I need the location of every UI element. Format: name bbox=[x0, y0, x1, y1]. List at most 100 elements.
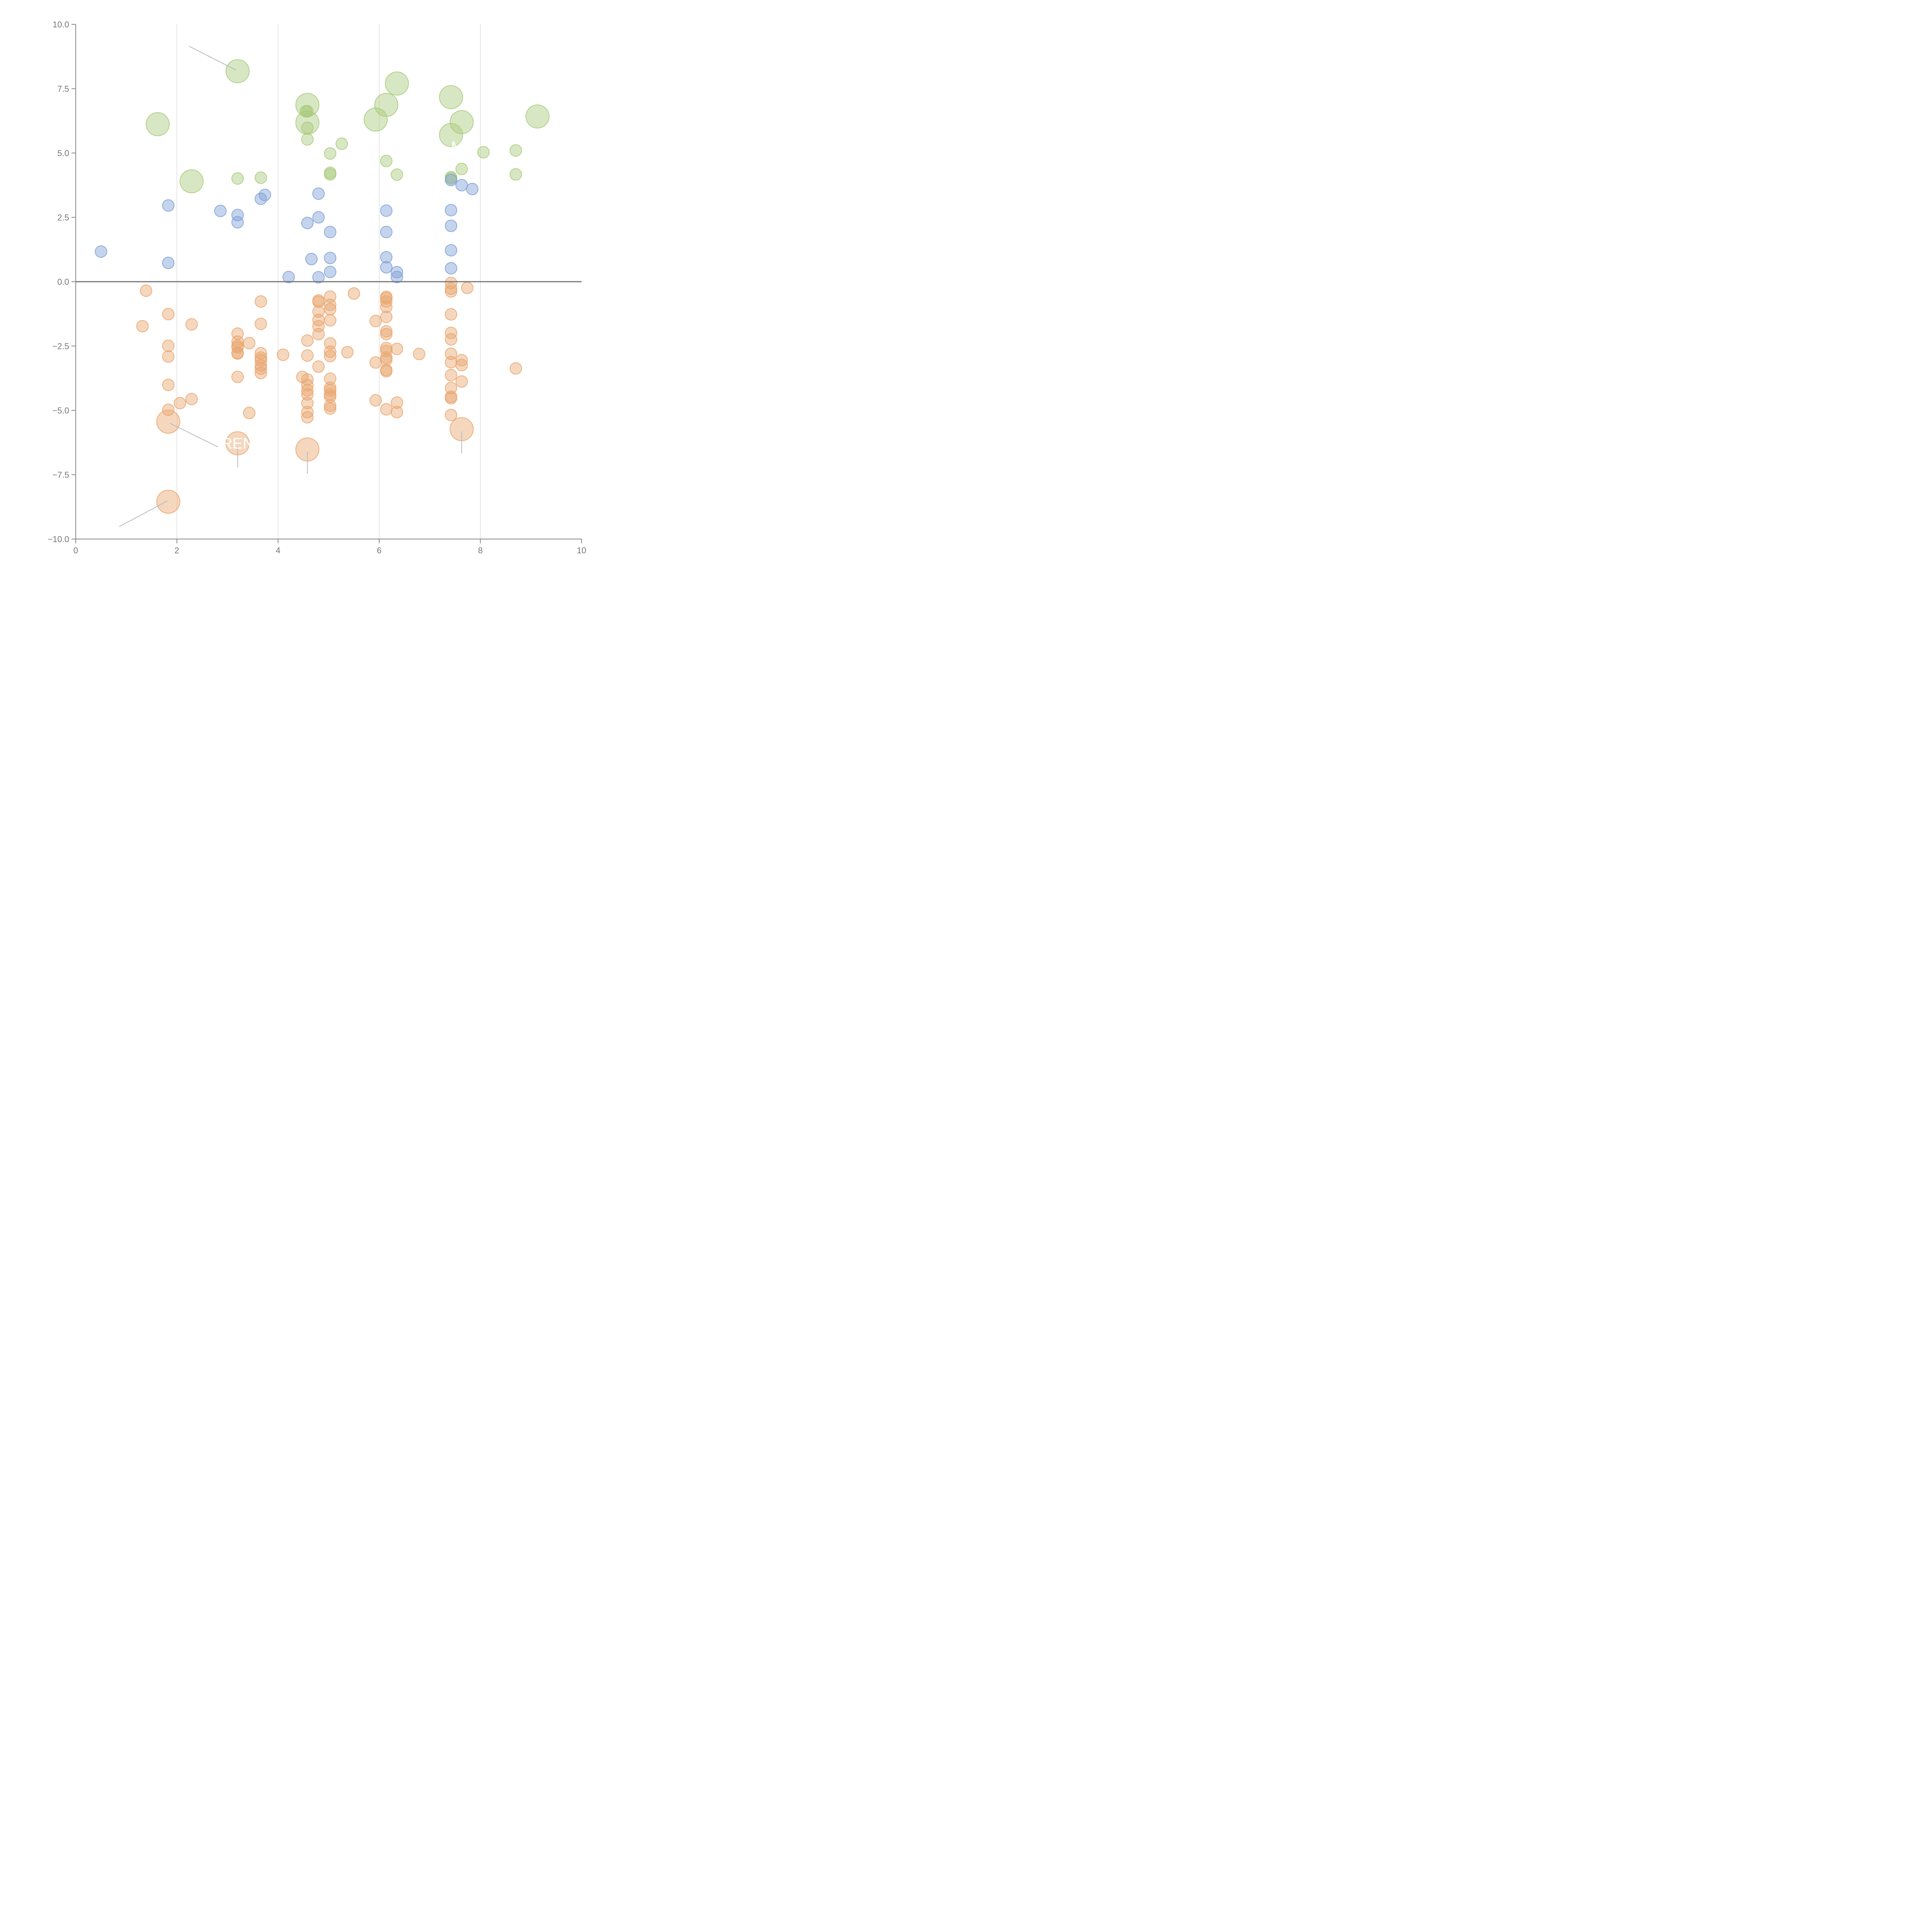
orange-bubble bbox=[324, 400, 337, 412]
blue-bubble bbox=[380, 226, 393, 238]
orange-bubble bbox=[455, 359, 468, 371]
orange-bubble bbox=[312, 305, 325, 318]
blue-bubble bbox=[324, 252, 337, 264]
orange-bubble bbox=[380, 325, 393, 338]
annotation-leader-lines bbox=[119, 46, 462, 527]
orange-bubble bbox=[455, 354, 468, 367]
blue-bubble bbox=[445, 219, 457, 232]
blue-bubble bbox=[162, 257, 175, 269]
orange-bubble bbox=[445, 285, 457, 298]
orange-bubble bbox=[380, 365, 393, 378]
orange-bubble bbox=[445, 392, 457, 405]
orange-bubble bbox=[324, 402, 337, 415]
annotation-label: REN bbox=[221, 435, 254, 452]
orange-bubble bbox=[231, 347, 244, 360]
green-bubble bbox=[255, 171, 267, 184]
orange-bubble bbox=[369, 356, 382, 369]
orange-bubble bbox=[324, 350, 337, 362]
y-tick-label: −5.0 bbox=[53, 406, 69, 415]
x-tick-label: 6 bbox=[377, 546, 381, 555]
green-bubble bbox=[385, 71, 409, 96]
blue-bubble bbox=[445, 244, 457, 257]
green-bubble bbox=[477, 146, 490, 159]
orange-bubble bbox=[445, 347, 457, 360]
orange-bubble bbox=[185, 393, 198, 405]
orange-bubble bbox=[301, 397, 314, 410]
orange-bubble bbox=[162, 308, 175, 320]
orange-bubble bbox=[162, 379, 175, 391]
orange-bubble bbox=[324, 381, 337, 394]
orange-bubble bbox=[312, 295, 325, 308]
blue-bubble bbox=[95, 245, 107, 258]
green-bubble bbox=[301, 105, 314, 118]
green-bubble bbox=[225, 59, 250, 83]
y-tick-label: 7.5 bbox=[57, 84, 69, 94]
orange-bubble bbox=[324, 314, 337, 327]
orange-bubble bbox=[156, 490, 180, 514]
x-tick-label: 4 bbox=[276, 546, 280, 555]
blue-bubble bbox=[391, 271, 403, 284]
blue-bubble bbox=[312, 187, 325, 200]
orange-bubble bbox=[156, 410, 180, 434]
green-bubble bbox=[509, 144, 522, 157]
orange-bubble bbox=[301, 406, 314, 418]
orange-bubble bbox=[312, 360, 325, 373]
orange-bubble bbox=[380, 328, 393, 340]
annotation-labels: D M REN bbox=[221, 127, 464, 452]
orange-bubble bbox=[445, 282, 457, 295]
green-bubble bbox=[449, 110, 474, 134]
orange-bubble bbox=[380, 292, 393, 304]
blue-bubble bbox=[455, 179, 468, 192]
orange-bubble bbox=[391, 406, 403, 418]
orange-bubble bbox=[301, 388, 314, 401]
orange-bubble bbox=[312, 328, 325, 340]
orange-bubble bbox=[369, 394, 382, 407]
blue-bubble bbox=[305, 253, 318, 265]
orange-bubble bbox=[255, 347, 267, 360]
orange-bubble bbox=[255, 318, 267, 330]
annotation-label: M bbox=[451, 138, 464, 155]
orange-bubble bbox=[324, 303, 337, 316]
orange-bubble bbox=[243, 337, 255, 350]
orange-bubble bbox=[173, 397, 186, 410]
green-bubble bbox=[179, 169, 204, 194]
orange-bubble bbox=[445, 333, 457, 346]
orange-bubble bbox=[445, 382, 457, 395]
green-bubble bbox=[324, 168, 337, 181]
orange-bubble bbox=[255, 295, 267, 308]
orange-bubble bbox=[391, 342, 403, 355]
green-bubble bbox=[509, 168, 522, 181]
orange-bubble bbox=[255, 354, 267, 367]
green-bubble bbox=[364, 107, 388, 132]
annotation-label: D bbox=[316, 127, 327, 144]
green-bubble bbox=[146, 112, 170, 136]
blue-bubble bbox=[312, 271, 325, 284]
blue-bubble bbox=[445, 173, 457, 186]
x-tick-label: 10 bbox=[577, 546, 586, 555]
orange-bubble bbox=[301, 411, 314, 423]
annotation-leader-line bbox=[189, 46, 236, 71]
orange-bubble bbox=[255, 367, 267, 379]
y-tick-label: 2.5 bbox=[57, 213, 69, 223]
orange-bubble bbox=[231, 371, 244, 383]
y-tick-label: 0.0 bbox=[57, 277, 69, 287]
blue-bubble bbox=[445, 204, 457, 216]
blue-bubble bbox=[380, 261, 393, 274]
orange-bubble bbox=[162, 403, 175, 416]
orange-bubble bbox=[324, 298, 337, 311]
blue-bubble bbox=[380, 251, 393, 264]
orange-bubble bbox=[380, 301, 393, 313]
x-tick-label: 8 bbox=[478, 546, 483, 555]
blue-bubble bbox=[391, 266, 403, 279]
annotation-leader-line bbox=[119, 500, 168, 527]
orange-bubble bbox=[461, 281, 474, 294]
y-tick-label: −2.5 bbox=[53, 342, 69, 351]
orange-bubble bbox=[347, 287, 360, 300]
orange-bubble bbox=[509, 362, 522, 375]
orange-bubble bbox=[255, 362, 267, 375]
orange-bubble bbox=[445, 308, 457, 321]
green-bubble bbox=[301, 121, 314, 134]
blue-bubble bbox=[259, 189, 271, 201]
blue-bubble bbox=[324, 226, 337, 238]
blue-bubble bbox=[301, 217, 314, 230]
